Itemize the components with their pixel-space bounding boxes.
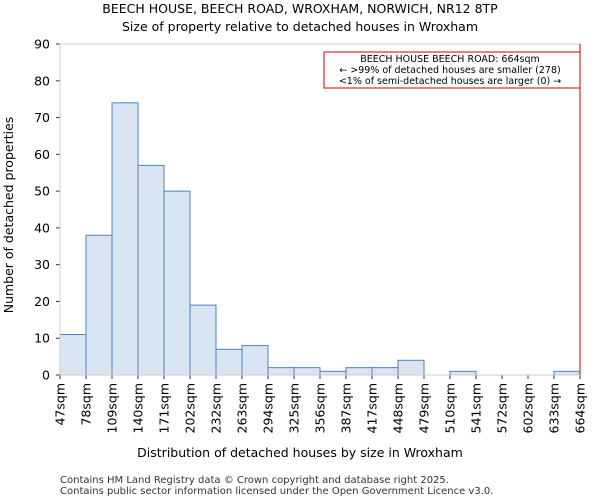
x-tick-label: 325sqm	[287, 383, 302, 433]
y-tick-label: 90	[34, 37, 50, 52]
histogram-bar	[163, 190, 191, 376]
histogram-bar	[59, 334, 87, 376]
histogram-bar	[137, 164, 165, 376]
x-tick-label: 202sqm	[183, 383, 198, 433]
footer-line2: Contains public sector information licen…	[60, 486, 493, 497]
x-axis: 47sqm 78sqm 109sqm 140sqm 171sqm 202sqm 232sqm…	[53, 375, 588, 433]
y-tick-label: 30	[34, 257, 50, 272]
x-axis-label: Distribution of detached houses by size …	[137, 445, 463, 460]
histogram-bar	[371, 367, 399, 376]
x-tick-label: 479sqm	[417, 383, 432, 433]
annotation-line3: <1% of semi-detached houses are larger (…	[339, 76, 561, 87]
histogram-bar	[345, 367, 373, 376]
y-tick-label: 70	[34, 110, 50, 125]
y-tick-label: 20	[34, 294, 50, 309]
histogram-bar	[111, 102, 139, 376]
x-tick-label: 417sqm	[365, 383, 380, 433]
y-tick-label: 80	[34, 73, 50, 88]
annotation-line2: ← >99% of detached houses are smaller (2…	[339, 65, 560, 76]
histogram-bar	[397, 359, 425, 376]
footer-line1: Contains HM Land Registry data © Crown c…	[60, 475, 449, 486]
x-tick-label: 109sqm	[105, 383, 120, 433]
histogram-bar	[215, 348, 243, 376]
x-tick-label: 572sqm	[495, 383, 510, 433]
chart-title-line2: Size of property relative to detached ho…	[122, 19, 478, 34]
y-tick-label: 60	[34, 147, 50, 162]
x-tick-label: 294sqm	[261, 383, 276, 433]
x-tick-label: 356sqm	[313, 383, 328, 433]
x-tick-label: 232sqm	[209, 383, 224, 433]
histogram-bar	[319, 370, 347, 376]
y-tick-label: 0	[42, 368, 50, 383]
histogram-bar	[267, 367, 295, 376]
bars-layer	[59, 102, 581, 376]
x-tick-label: 171sqm	[157, 383, 172, 433]
histogram-bar	[189, 304, 217, 376]
chart-title-line1: BEECH HOUSE, BEECH ROAD, WROXHAM, NORWIC…	[102, 1, 498, 16]
y-axis: 0 10 20 30 40 50 60 70 80 90	[34, 37, 60, 383]
x-tick-label: 510sqm	[443, 383, 458, 433]
annotation-line1: BEECH HOUSE BEECH ROAD: 664sqm	[360, 54, 540, 65]
x-tick-label: 541sqm	[469, 383, 484, 433]
x-tick-label: 387sqm	[339, 383, 354, 433]
x-tick-label: 448sqm	[391, 383, 406, 433]
histogram-bar	[85, 234, 113, 376]
y-axis-label: Number of detached properties	[1, 117, 16, 314]
y-tick-label: 10	[34, 331, 50, 346]
x-tick-label: 633sqm	[547, 383, 562, 433]
x-tick-label: 47sqm	[53, 383, 68, 426]
histogram-bar	[449, 370, 477, 376]
histogram-bar	[553, 370, 581, 376]
y-tick-label: 40	[34, 220, 50, 235]
annotation-box	[323, 51, 581, 89]
histogram-bar	[241, 345, 269, 376]
y-tick-label: 50	[34, 184, 50, 199]
x-tick-label: 664sqm	[573, 383, 588, 433]
x-tick-label: 140sqm	[131, 383, 146, 433]
x-tick-label: 602sqm	[521, 383, 536, 433]
histogram-bar	[293, 367, 321, 376]
x-tick-label: 78sqm	[79, 383, 94, 426]
x-tick-label: 263sqm	[235, 383, 250, 433]
